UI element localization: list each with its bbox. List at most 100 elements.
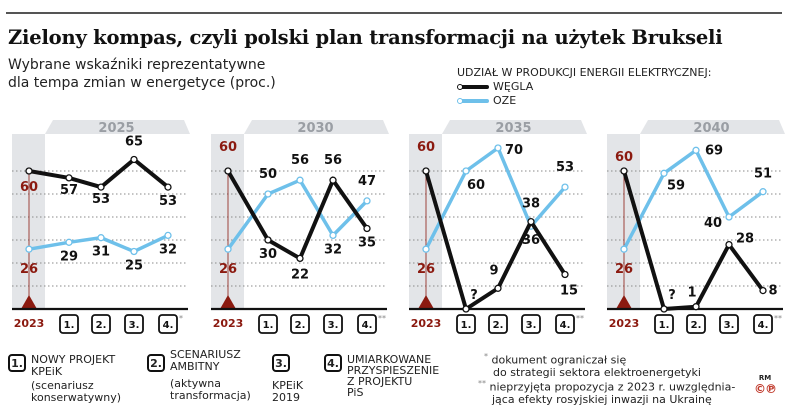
category-label-1: 1. bbox=[461, 320, 472, 331]
chart-panel-2030: 2030 26 50 56 32 47 60 30 22 56 35 2023 1. 2. 3. 4. ** bbox=[211, 120, 389, 334]
scenario-1-line3: (scenariusz bbox=[31, 379, 94, 392]
footnote-2-line2: jąca efekty rosyjskiej inwazji na Ukrain… bbox=[492, 392, 712, 406]
baseline-triangle-marker bbox=[220, 295, 236, 309]
coal-series-line bbox=[226, 169, 369, 262]
oze-value-label-4: 53 bbox=[556, 160, 574, 175]
footnote-2-line1: nieprzyjęta propozycja z 2023 r. uwzględ… bbox=[489, 380, 736, 394]
coal-point-2 bbox=[692, 303, 700, 311]
oze-series-line bbox=[424, 145, 567, 250]
oze-point-3 bbox=[725, 213, 733, 221]
oze-series-line bbox=[226, 177, 369, 251]
coal-point-1 bbox=[65, 174, 73, 182]
coal-value-label-3: 28 bbox=[736, 232, 754, 247]
oze-value-label-2: 56 bbox=[291, 153, 309, 168]
scenario-4-line2: PRZYSPIESZENIE bbox=[347, 364, 440, 377]
category-label-2023: 2023 bbox=[213, 317, 244, 330]
scenario-2-line2: AMBITNY bbox=[170, 360, 220, 373]
footnote-2: ** nieprzyjęta propozycja z 2023 r. uwzg… bbox=[478, 378, 735, 406]
coal-value-label-4: 8 bbox=[768, 284, 777, 299]
scenario-1-text: NOWY PROJEKT KPEiK (scenariusz konserwat… bbox=[31, 354, 121, 404]
footnote-1-mark: * bbox=[484, 352, 488, 361]
oze-value-label-0: 26 bbox=[615, 262, 633, 277]
coal-value-label-0: 60 bbox=[417, 140, 435, 155]
coal-value-label-2: 53 bbox=[92, 192, 110, 207]
oze-value-label-4: 32 bbox=[159, 242, 177, 257]
chart-panel-2025: 2025 26 29 31 25 32 60 57 53 65 53 2023 1. 2. 3. 4. * bbox=[12, 120, 190, 334]
oze-point-4 bbox=[164, 231, 172, 240]
year-header-tab bbox=[45, 120, 190, 134]
scenario-legend: 1. NOWY PROJEKT KPEiK (scenariusz konser… bbox=[0, 344, 788, 414]
scenario-badge-box-4 bbox=[357, 314, 377, 334]
scenario-1-line2: KPEiK bbox=[31, 365, 63, 378]
oze-point-1 bbox=[660, 169, 668, 177]
scenario-badge-box-3 bbox=[521, 314, 541, 334]
oze-value-label-2: 70 bbox=[505, 143, 523, 158]
copyright-icon: ©℗ bbox=[754, 382, 777, 396]
coal-value-label-1: ? bbox=[668, 288, 676, 303]
coal-point-0 bbox=[25, 167, 33, 175]
subtitle-line-1: Wybrane wskaźniki reprezentatywne bbox=[8, 57, 266, 73]
coal-point-4 bbox=[759, 286, 767, 295]
baseline-year-column bbox=[409, 134, 442, 309]
coal-value-label-3: 56 bbox=[324, 153, 342, 168]
subtitle-line-2: dla tempa zmian w energetyce (proc.) bbox=[8, 75, 276, 91]
baseline-year-column bbox=[12, 134, 45, 309]
baseline-year-column bbox=[211, 134, 244, 309]
scenario-badge-box-1 bbox=[456, 314, 476, 334]
chart-panel-2035: 2035 26 60 70 36 53 60? 9 38 15 2023 1. 2. 3. 4. ** bbox=[409, 120, 587, 334]
category-label-2: 2. bbox=[691, 320, 702, 331]
scenario-badge-box-4 bbox=[753, 314, 773, 334]
scenario-badge-box-3 bbox=[719, 314, 739, 334]
scenario-badge-box-1 bbox=[258, 314, 278, 334]
oze-point-0 bbox=[620, 245, 628, 253]
coal-value-label-4: 15 bbox=[560, 284, 578, 299]
category-label-2: 2. bbox=[493, 320, 504, 331]
oze-value-label-3: 25 bbox=[125, 259, 143, 274]
category-label-3: 3. bbox=[129, 320, 140, 331]
legend-item-coal: WĘGLA bbox=[457, 80, 711, 94]
oze-value-label-1: 59 bbox=[667, 178, 685, 193]
scenario-2-line1: SCENARIUSZ bbox=[170, 348, 241, 361]
category-label-3: 3. bbox=[328, 320, 339, 331]
oze-value-label-1: 29 bbox=[60, 249, 78, 264]
scenario-4-badge: 4. bbox=[324, 354, 342, 372]
coal-value-label-1: ? bbox=[470, 288, 478, 303]
scenario-3: 3. KPEiK 2019 bbox=[272, 354, 303, 404]
scenario-1: 1. NOWY PROJEKT KPEiK (scenariusz konser… bbox=[8, 354, 121, 404]
oze-value-label-0: 26 bbox=[20, 262, 38, 277]
category-label-4: 4. bbox=[362, 320, 373, 331]
coal-point-1 bbox=[462, 305, 470, 313]
footnote-1-line2: do strategii sektora elektroenergetyki bbox=[493, 365, 701, 379]
coal-point-2 bbox=[97, 183, 105, 191]
scenario-2-text: SCENARIUSZ AMBITNY (aktywna transformacj… bbox=[170, 349, 251, 402]
oze-value-label-0: 26 bbox=[219, 262, 237, 277]
baseline-triangle-marker bbox=[21, 295, 37, 309]
coal-value-label-0: 60 bbox=[615, 150, 633, 165]
legend-label-oze: OZE bbox=[493, 94, 517, 107]
footnote-1: * dokument ograniczał się do strategii s… bbox=[484, 351, 701, 379]
coal-value-label-2: 22 bbox=[291, 267, 309, 282]
scenario-badge-box-2 bbox=[91, 314, 111, 334]
author-credit: RM ©℗ bbox=[754, 374, 777, 396]
category-footnote-mark: * bbox=[179, 314, 183, 323]
oze-value-label-2: 31 bbox=[92, 245, 110, 260]
legend: UDZIAŁ W PRODUKCJI ENERGII ELEKTRYCZNEJ:… bbox=[457, 66, 711, 108]
coal-point-0 bbox=[224, 167, 232, 175]
scenario-3-text: KPEiK 2019 bbox=[272, 380, 303, 404]
oze-value-label-2: 69 bbox=[705, 143, 723, 158]
coal-point-2 bbox=[296, 254, 304, 263]
top-rule bbox=[6, 12, 782, 14]
category-label-4: 4. bbox=[758, 320, 769, 331]
coal-value-label-3: 65 bbox=[125, 135, 143, 150]
legend-item-oze: OZE bbox=[457, 94, 711, 108]
coal-series-line bbox=[28, 156, 170, 190]
year-header-label: 2025 bbox=[98, 121, 134, 136]
coal-value-label-2: 9 bbox=[489, 263, 498, 278]
scenario-badge-box-3 bbox=[124, 314, 144, 334]
year-header-tab bbox=[640, 120, 785, 134]
coal-point-1 bbox=[660, 305, 668, 313]
chart-subtitle: Wybrane wskaźniki reprezentatywne dla te… bbox=[8, 56, 338, 92]
oze-point-4 bbox=[759, 188, 767, 196]
category-label-2: 2. bbox=[295, 320, 306, 331]
oze-point-2 bbox=[296, 176, 304, 184]
